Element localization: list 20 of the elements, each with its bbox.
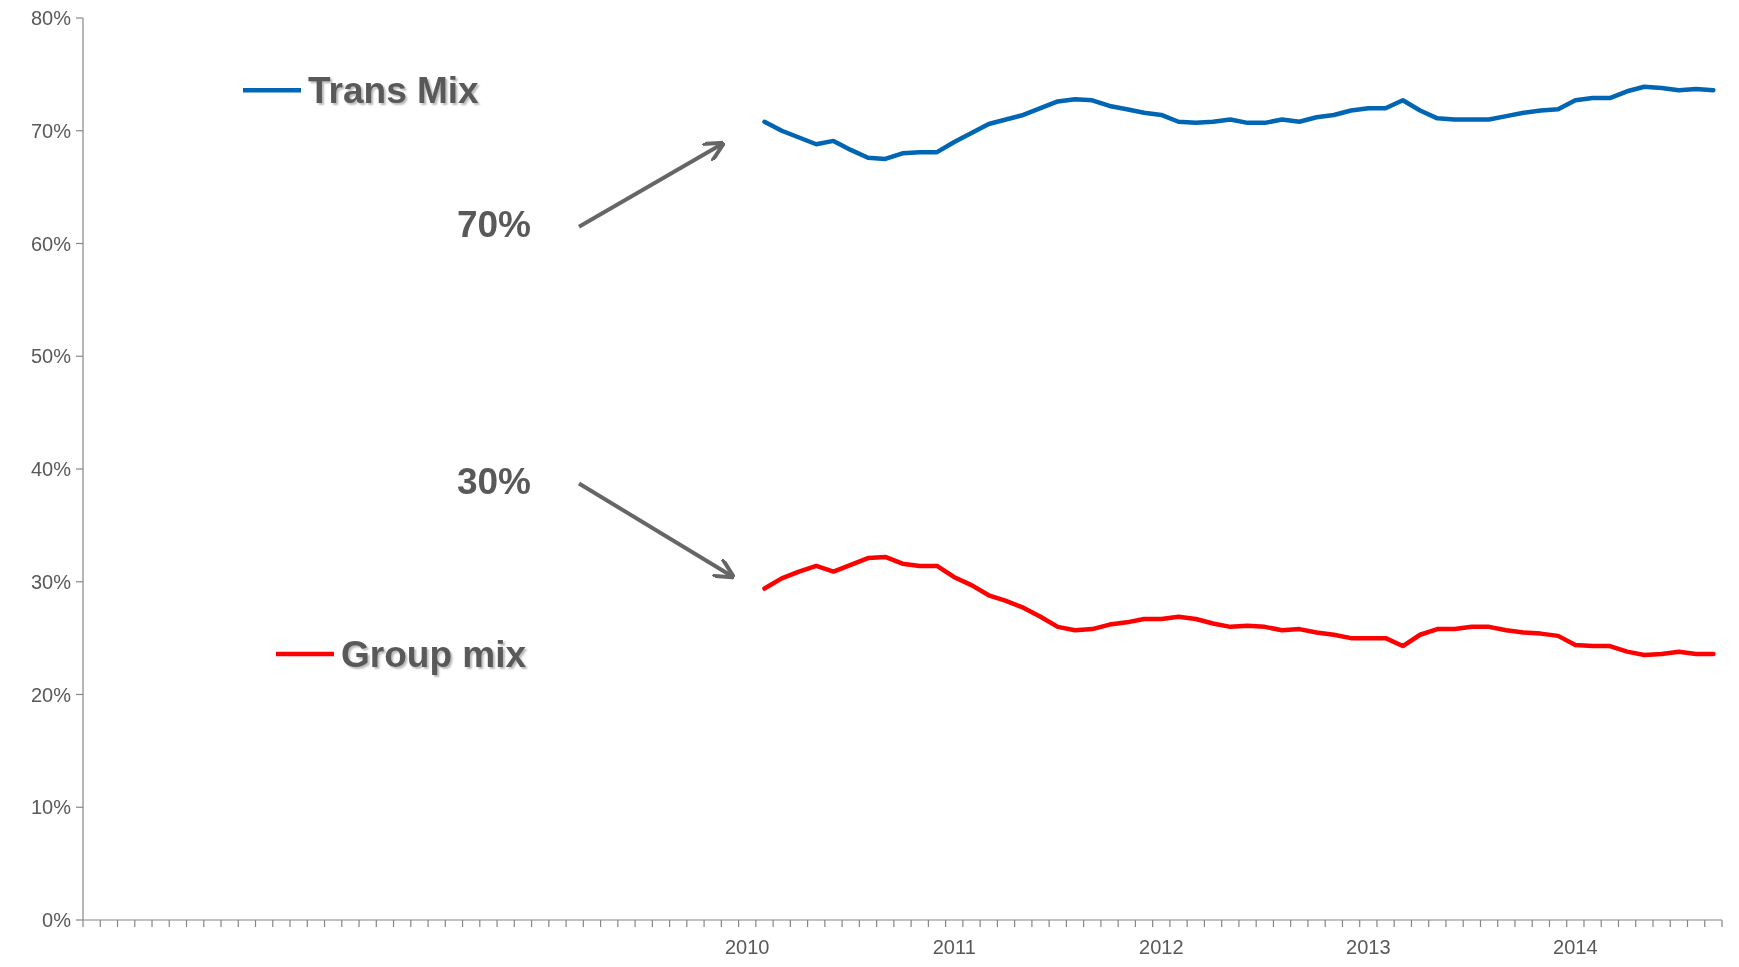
y-tick-label: 40% [30,458,72,480]
y-tick-label: 30% [30,570,72,593]
y-tick-label: 70% [30,119,72,142]
legend-label: Trans Mix [308,70,480,112]
legend-label: Group mix [341,633,527,675]
x-tick-label: 2012 [1139,936,1184,958]
y-tick-label: 50% [30,345,72,368]
annotation: 70% [456,203,532,245]
annotation: 30% [456,460,532,502]
line-series [762,84,1716,162]
y-tick-label: 20% [30,683,72,706]
y-tick-label: 0% [42,909,72,931]
y-tick-label: 60% [30,232,72,255]
x-tick-label: 2010 [724,936,770,958]
x-tick-label: 2011 [932,936,976,958]
y-tick-label: 10% [30,796,72,819]
y-tick-label: 80% [30,7,72,29]
x-tick-label: 2014 [1553,936,1598,958]
x-tick-label: 2013 [1346,936,1391,958]
line-series [762,554,1716,658]
